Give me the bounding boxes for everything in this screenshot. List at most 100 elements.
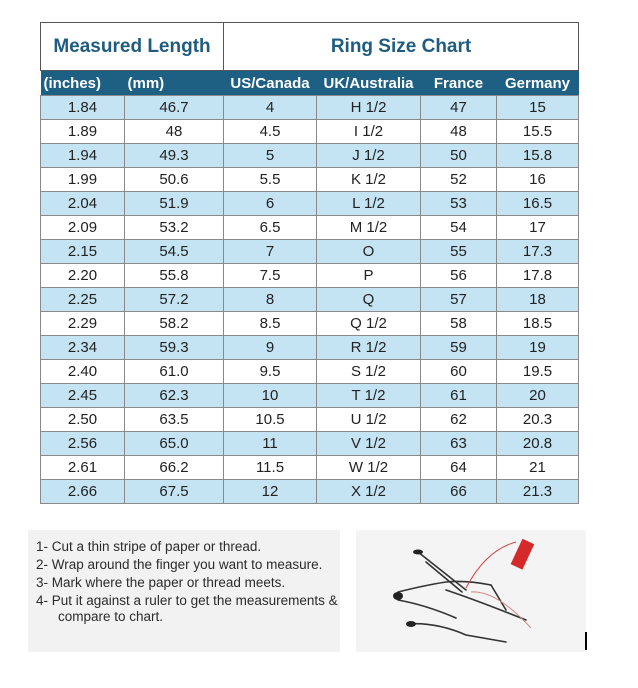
cell-us-canada: 6 (223, 191, 317, 216)
cell-germany: 17.3 (495, 239, 580, 264)
cell-inches: 2.56 (40, 431, 125, 456)
cell-france: 54 (420, 215, 497, 240)
cell-mm: 57.2 (124, 287, 224, 312)
instruction-step: 1- Cut a thin stripe of paper or thread. (36, 539, 262, 554)
cell-us-canada: 9.5 (223, 359, 317, 384)
cell-us-canada: 10 (223, 383, 317, 408)
header-inches: (inches) (40, 70, 125, 96)
cell-germany: 21.3 (495, 479, 580, 504)
cell-uk-australia: M 1/2 (316, 215, 421, 240)
header-germany: Germany (496, 70, 579, 96)
cell-mm: 46.7 (124, 95, 224, 120)
cell-germany: 15.5 (495, 119, 580, 144)
cell-uk-australia: O (316, 239, 421, 264)
cell-inches: 1.94 (40, 143, 125, 168)
cell-us-canada: 8 (223, 287, 317, 312)
cell-us-canada: 4 (223, 95, 317, 120)
instruction-step: 4- Put it against a ruler to get the mea… (36, 593, 338, 624)
cell-uk-australia: V 1/2 (316, 431, 421, 456)
cell-uk-australia: Q (316, 287, 421, 312)
cell-uk-australia: R 1/2 (316, 335, 421, 360)
cell-france: 58 (420, 311, 497, 336)
table-row: 2.15 54.5 7 O 55 17.3 (40, 239, 580, 264)
cell-uk-australia: S 1/2 (316, 359, 421, 384)
cell-us-canada: 11 (223, 431, 317, 456)
cell-germany: 16.5 (495, 191, 580, 216)
cell-mm: 59.3 (124, 335, 224, 360)
cell-mm: 58.2 (124, 311, 224, 336)
cell-france: 52 (420, 167, 497, 192)
cell-france: 55 (420, 239, 497, 264)
cell-mm: 62.3 (124, 383, 224, 408)
cell-inches: 2.29 (40, 311, 125, 336)
cell-mm: 65.0 (124, 431, 224, 456)
cell-us-canada: 8.5 (223, 311, 317, 336)
cell-france: 60 (420, 359, 497, 384)
cell-us-canada: 10.5 (223, 407, 317, 432)
cell-inches: 2.61 (40, 455, 125, 480)
header-us-canada: US/Canada (223, 70, 317, 96)
column-headers: (inches) (mm) US/Canada UK/Australia Fra… (40, 70, 579, 96)
cell-uk-australia: Q 1/2 (316, 311, 421, 336)
cell-mm: 48 (124, 119, 224, 144)
cell-france: 59 (420, 335, 497, 360)
table-row: 2.34 59.3 9 R 1/2 59 19 (40, 335, 580, 360)
cell-france: 66 (420, 479, 497, 504)
cell-us-canada: 11.5 (223, 455, 317, 480)
cell-germany: 15.8 (495, 143, 580, 168)
instruction-step: 3- Mark where the paper or thread meets. (36, 575, 286, 590)
cell-uk-australia: I 1/2 (316, 119, 421, 144)
cell-mm: 66.2 (124, 455, 224, 480)
cell-inches: 2.66 (40, 479, 125, 504)
cell-uk-australia: K 1/2 (316, 167, 421, 192)
cell-mm: 55.8 (124, 263, 224, 288)
instruction-step: 2- Wrap around the finger you want to me… (36, 557, 323, 572)
table-row: 1.84 46.7 4 H 1/2 47 15 (40, 95, 580, 120)
table-row: 2.09 53.2 6.5 M 1/2 54 17 (40, 215, 580, 240)
cell-mm: 53.2 (124, 215, 224, 240)
cell-germany: 19 (495, 335, 580, 360)
instructions-panel: 1- Cut a thin stripe of paper or thread.… (28, 530, 340, 652)
table-row: 1.89 48 4.5 I 1/2 48 15.5 (40, 119, 580, 144)
cell-germany: 18 (495, 287, 580, 312)
measured-length-title: Measured Length (40, 22, 224, 71)
cell-france: 61 (420, 383, 497, 408)
cell-uk-australia: X 1/2 (316, 479, 421, 504)
cell-inches: 2.40 (40, 359, 125, 384)
cell-germany: 20.8 (495, 431, 580, 456)
table-row: 2.04 51.9 6 L 1/2 53 16.5 (40, 191, 580, 216)
cell-us-canada: 7.5 (223, 263, 317, 288)
cell-inches: 2.09 (40, 215, 125, 240)
cell-france: 64 (420, 455, 497, 480)
cell-germany: 21 (495, 455, 580, 480)
ring-size-table: Measured Length Ring Size Chart (inches) … (40, 22, 580, 504)
cell-france: 50 (420, 143, 497, 168)
header-mm: (mm) (124, 70, 224, 96)
hand-with-thread-icon (393, 538, 535, 643)
cell-france: 47 (420, 95, 497, 120)
text-cursor (585, 632, 587, 650)
cell-inches: 1.89 (40, 119, 125, 144)
cell-germany: 15 (495, 95, 580, 120)
cell-inches: 2.25 (40, 287, 125, 312)
table-row: 2.50 63.5 10.5 U 1/2 62 20.3 (40, 407, 580, 432)
table-row: 2.25 57.2 8 Q 57 18 (40, 287, 580, 312)
cell-inches: 2.45 (40, 383, 125, 408)
cell-inches: 2.50 (40, 407, 125, 432)
cell-mm: 49.3 (124, 143, 224, 168)
cell-inches: 1.84 (40, 95, 125, 120)
ring-size-chart-title: Ring Size Chart (222, 22, 580, 71)
header-france: France (420, 70, 497, 96)
cell-uk-australia: W 1/2 (316, 455, 421, 480)
table-row: 1.99 50.6 5.5 K 1/2 52 16 (40, 167, 580, 192)
cell-uk-australia: J 1/2 (316, 143, 421, 168)
cell-france: 53 (420, 191, 497, 216)
cell-mm: 50.6 (124, 167, 224, 192)
cell-mm: 54.5 (124, 239, 224, 264)
cell-inches: 1.99 (40, 167, 125, 192)
cell-us-canada: 12 (223, 479, 317, 504)
cell-germany: 17 (495, 215, 580, 240)
table-row: 2.20 55.8 7.5 P 56 17.8 (40, 263, 580, 288)
cell-inches: 2.15 (40, 239, 125, 264)
cell-uk-australia: P (316, 263, 421, 288)
